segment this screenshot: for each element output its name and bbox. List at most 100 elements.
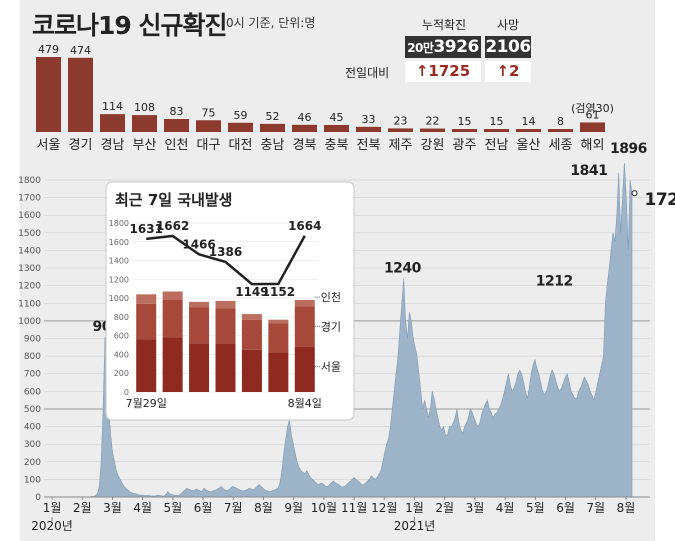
region-bar — [68, 57, 93, 132]
region-value-label: 479 — [38, 43, 59, 56]
main-x-tick-label: 6월 — [556, 501, 575, 515]
region-value-label: 46 — [298, 111, 312, 124]
main-x-tick-label: 2월 — [73, 501, 92, 515]
inset-legend-label: 인천 — [321, 290, 341, 304]
region-category-label: 강원 — [421, 138, 445, 153]
page-title: 코로나19 신규확진 — [32, 11, 227, 40]
region-category-label: 전남 — [485, 138, 509, 153]
region-value-label: 83 — [170, 105, 184, 118]
main-x-tick-label: 3월 — [466, 501, 485, 515]
region-value-label: 15 — [490, 115, 504, 128]
main-peak-label: 1841 — [570, 163, 607, 179]
inset-y-tick-label: 600 — [114, 332, 129, 341]
main-year-label: 2020년 — [31, 519, 73, 533]
inset-stack-bar — [268, 323, 289, 353]
inset-y-tick-label: 1800 — [109, 219, 129, 228]
main-x-tick-label: 5월 — [164, 501, 183, 515]
inset-x-label: 8월4일 — [288, 396, 322, 410]
region-annotation: (검역30) — [571, 102, 614, 115]
inset-total-label: 1386 — [209, 245, 242, 259]
inset-legend-label: 경기 — [321, 320, 341, 333]
region-bar — [420, 128, 445, 132]
region-value-label: 22 — [426, 115, 440, 128]
main-x-tick-label: 7월 — [224, 501, 243, 515]
main-x-tick-label: 6월 — [194, 501, 213, 515]
region-value-label: 474 — [70, 44, 91, 57]
region-category-label: 서울 — [37, 138, 61, 153]
inset-stack-bar — [294, 306, 315, 347]
main-y-tick-label: 800 — [24, 352, 41, 362]
deaths-value: 2106 — [485, 36, 531, 58]
main-y-tick-label: 700 — [24, 370, 41, 380]
main-x-tick-label: 8월 — [617, 501, 636, 515]
main-year-label: 2021년 — [394, 519, 436, 533]
inset-stack-bar — [241, 349, 262, 392]
inset-stack-bar — [241, 314, 262, 320]
region-category-label: 인천 — [165, 138, 189, 153]
main-x-tick-label: 4월 — [496, 501, 515, 515]
region-value-label: 15 — [458, 115, 472, 128]
inset-legend-label: 서울 — [321, 361, 341, 374]
inset-stack-bar — [162, 291, 183, 300]
inset-stack-bar — [162, 299, 183, 338]
main-y-tick-label: 1600 — [18, 211, 41, 221]
region-value-label: 8 — [557, 115, 564, 128]
inset-y-tick-label: 800 — [114, 313, 129, 322]
region-bar — [228, 122, 253, 132]
region-category-label: 세종 — [549, 138, 573, 153]
inset-y-tick-label: 1200 — [109, 275, 129, 284]
main-y-tick-label: 600 — [24, 387, 41, 397]
main-x-tick-label: 4월 — [133, 501, 152, 515]
main-y-tick-label: 300 — [24, 440, 41, 450]
region-bar — [36, 57, 61, 132]
deaths-label: 사망 — [496, 18, 520, 32]
main-x-tick-label: 10월 — [311, 501, 337, 515]
main-y-tick-label: 0 — [35, 493, 41, 503]
inset-total-label: 1664 — [288, 219, 321, 233]
region-bar — [292, 124, 317, 132]
cumulative-value: 20만3926 — [405, 36, 481, 58]
main-y-tick-label: 500 — [24, 405, 41, 415]
inset-title: 최근 7일 국내발생 — [115, 191, 232, 209]
region-category-label: 충남 — [261, 138, 285, 153]
inset-total-label: 1152 — [262, 285, 295, 299]
inset-stack-bar — [215, 343, 236, 392]
inset-y-tick-label: 0 — [124, 388, 129, 397]
inset-stack-bar — [136, 303, 157, 340]
inset-total-label: 1149 — [235, 285, 268, 299]
region-bar — [324, 124, 349, 132]
inset-stack-bar — [162, 337, 183, 392]
region-bar — [388, 128, 413, 132]
inset-total-label: 1662 — [156, 219, 189, 233]
inset-stack-bar — [241, 319, 262, 350]
region-value-label: 61 — [586, 108, 600, 121]
region-bar — [196, 120, 221, 132]
main-peak-label: 1212 — [536, 274, 573, 290]
region-value-label: 23 — [394, 114, 408, 127]
inset-stack-bar — [189, 301, 210, 308]
region-value-label: 108 — [134, 101, 155, 114]
cumulative-label: 누적확진 — [421, 18, 467, 32]
main-y-tick-label: 400 — [24, 423, 41, 433]
inset-stack-bar — [136, 339, 157, 392]
inset-stack-bar — [294, 299, 315, 307]
region-category-label: 경남 — [101, 138, 125, 153]
region-category-label: 충북 — [325, 138, 349, 153]
inset-x-label: 7월29일 — [126, 396, 167, 410]
region-category-label: 제주 — [389, 138, 413, 153]
cumulative-prefix: 20만 — [407, 41, 434, 55]
inset-y-tick-label: 200 — [114, 369, 129, 378]
main-peak-label: 1240 — [384, 261, 422, 277]
region-category-label: 울산 — [517, 138, 541, 153]
region-category-label: 대구 — [197, 138, 221, 153]
region-bar — [260, 123, 285, 132]
main-x-tick-label: 5월 — [526, 501, 545, 515]
main-y-tick-label: 900 — [24, 335, 41, 345]
inset-chart: 최근 7일 국내발생020040060080010001200140016001… — [105, 181, 355, 421]
inset-stack-bar — [215, 300, 236, 309]
main-x-tick-label: 11월 — [341, 501, 367, 515]
inset-stack-bar — [189, 307, 210, 344]
deaths-delta: ↑2 — [485, 61, 531, 82]
region-bar — [164, 119, 189, 132]
